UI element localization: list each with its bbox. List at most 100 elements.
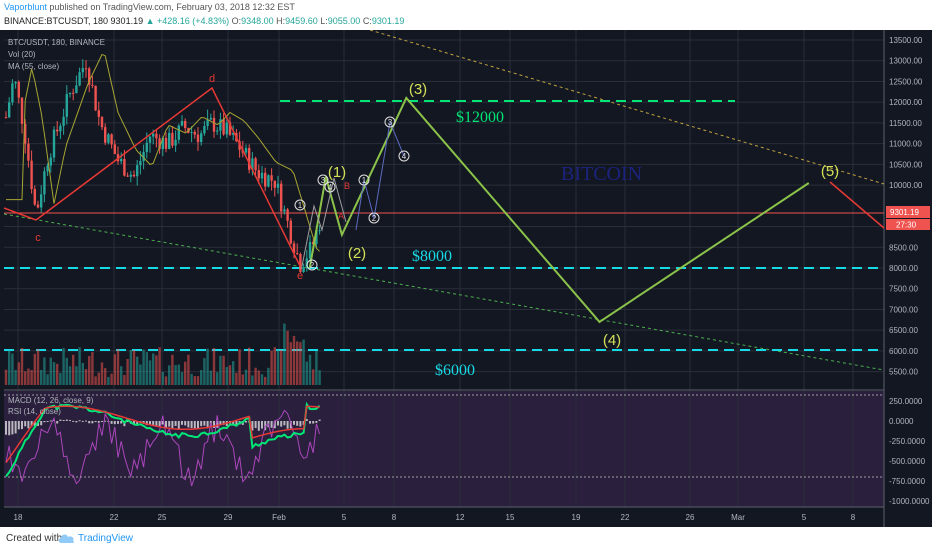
macd-hist-bar (21, 421, 23, 430)
volume-bar (84, 369, 88, 385)
macd-hist-bar (101, 421, 103, 422)
publish-info: Vaporblunt published on TradingView.com,… (4, 2, 295, 12)
candle-body (40, 194, 43, 208)
subwave-label-A: A (338, 211, 344, 221)
created-with-text: Created with (6, 533, 63, 544)
volume-bar (264, 376, 267, 385)
volume-bar (68, 366, 72, 385)
candle-body (110, 134, 113, 145)
price-tick-label: 12000.00 (889, 98, 923, 107)
time-tick-label: 18 (14, 513, 23, 522)
candle-body (216, 130, 219, 132)
symbol-ohlc-line: BINANCE:BTCUSDT, 180 9301.19 ▲ +428.16 (… (4, 16, 404, 26)
wave-4-label: (4) (603, 332, 621, 349)
candle-body (209, 117, 212, 120)
candle-body (203, 125, 206, 134)
macd-hist-bar (187, 421, 190, 428)
price-axis: 5500.00 6000.00 6500.00 7000.00 7500.00 8000.… (889, 36, 923, 377)
macd-hist-bar (8, 421, 11, 436)
zigzag-label-d: d (209, 73, 215, 85)
subwave-marker-1-text: 1 (298, 201, 303, 210)
candle-body (17, 82, 20, 98)
macd-hist-bar (88, 421, 91, 424)
macd-hist-bar (120, 421, 123, 424)
volume-bar (273, 347, 276, 385)
volume-bar (158, 347, 161, 385)
price-tick-label: 8000.00 (889, 264, 918, 273)
volume-bar (8, 350, 11, 385)
time-tick-label: 5 (802, 513, 807, 522)
close-label: C: (362, 16, 372, 26)
candle-body (72, 92, 75, 94)
volume-bar (123, 374, 126, 385)
wave-5-decline (829, 181, 885, 229)
candle-body (49, 157, 52, 166)
macd-hist-bar (161, 421, 164, 425)
macd-hist-bar (299, 421, 302, 427)
macd-hist-bar (312, 421, 315, 424)
high-value: 9459.60 (285, 16, 318, 26)
macd-hist-bar (126, 421, 129, 423)
candle-body (190, 131, 193, 133)
volume-bar (91, 352, 94, 385)
macd-hist-bar (5, 421, 7, 435)
zigzag-label-e: e (297, 270, 303, 282)
price-tick-label: 8500.00 (889, 243, 918, 252)
volume-bar (203, 358, 206, 385)
price-tick-label: 6000.00 (889, 347, 918, 356)
candle-body (257, 170, 260, 179)
volume-bar (196, 376, 200, 385)
macd-hist-bar (277, 421, 279, 426)
candle-body (270, 175, 273, 181)
time-tick-label: 29 (224, 513, 233, 522)
candle-body (155, 133, 158, 139)
candle-body (81, 68, 84, 73)
volume-bar (187, 354, 190, 385)
volume-bar (228, 365, 232, 385)
macd-hist-bar (270, 421, 273, 428)
macd-hist-bar (309, 421, 311, 424)
volume-bar (49, 357, 52, 385)
author-link[interactable]: Vaporblunt (4, 2, 47, 12)
candle-body (75, 85, 78, 94)
price-tick-label: 12500.00 (889, 77, 923, 86)
candle-body (158, 138, 161, 150)
candle-body (4, 117, 8, 119)
candle-body (78, 72, 81, 86)
volume-bar (190, 373, 193, 385)
candle-body (318, 230, 321, 232)
candle-body (65, 94, 68, 117)
candle-body (315, 230, 318, 245)
macd-hist-bar (206, 421, 209, 429)
volume-bar (244, 369, 248, 385)
tradingview-brand[interactable]: TradingView (78, 533, 134, 544)
price-tick-label: 7000.00 (889, 305, 918, 314)
footer: Created with TradingView (0, 527, 932, 550)
candle-body (238, 141, 241, 150)
last-price-tag-text: 9301.19 (890, 208, 919, 217)
macd-hist-bar (136, 421, 139, 425)
volume-bar (148, 360, 152, 385)
volume-bar (100, 362, 104, 385)
candle-body (132, 174, 136, 177)
macd-hist-bar (113, 421, 116, 425)
macd-hist-bar (152, 421, 155, 426)
macd-hist-bar (81, 420, 84, 422)
volume-bar (296, 341, 299, 385)
time-tick-label: 12 (456, 513, 465, 522)
macd-hist-bar (171, 421, 174, 428)
candle-body (97, 110, 100, 117)
subwave-marker-4-text: 4 (328, 183, 333, 192)
macd-hist-bar (46, 421, 49, 422)
macd-hist-bar (181, 421, 183, 425)
candle-body (20, 97, 24, 124)
macd-hist-bar (27, 421, 30, 429)
volume-bar (116, 349, 120, 385)
volume-bar (11, 353, 14, 385)
candle-body (273, 180, 276, 188)
change-value: ▲ +428.16 (+4.83%) (145, 16, 230, 26)
volume-bar (126, 358, 129, 385)
last-price: 9301.19 (110, 16, 144, 26)
trading-chart[interactable]: 1 2 3 4 1 2 3 4 BITCOIN $12000 $8000 $60… (0, 30, 932, 527)
volume-bar (155, 355, 158, 385)
